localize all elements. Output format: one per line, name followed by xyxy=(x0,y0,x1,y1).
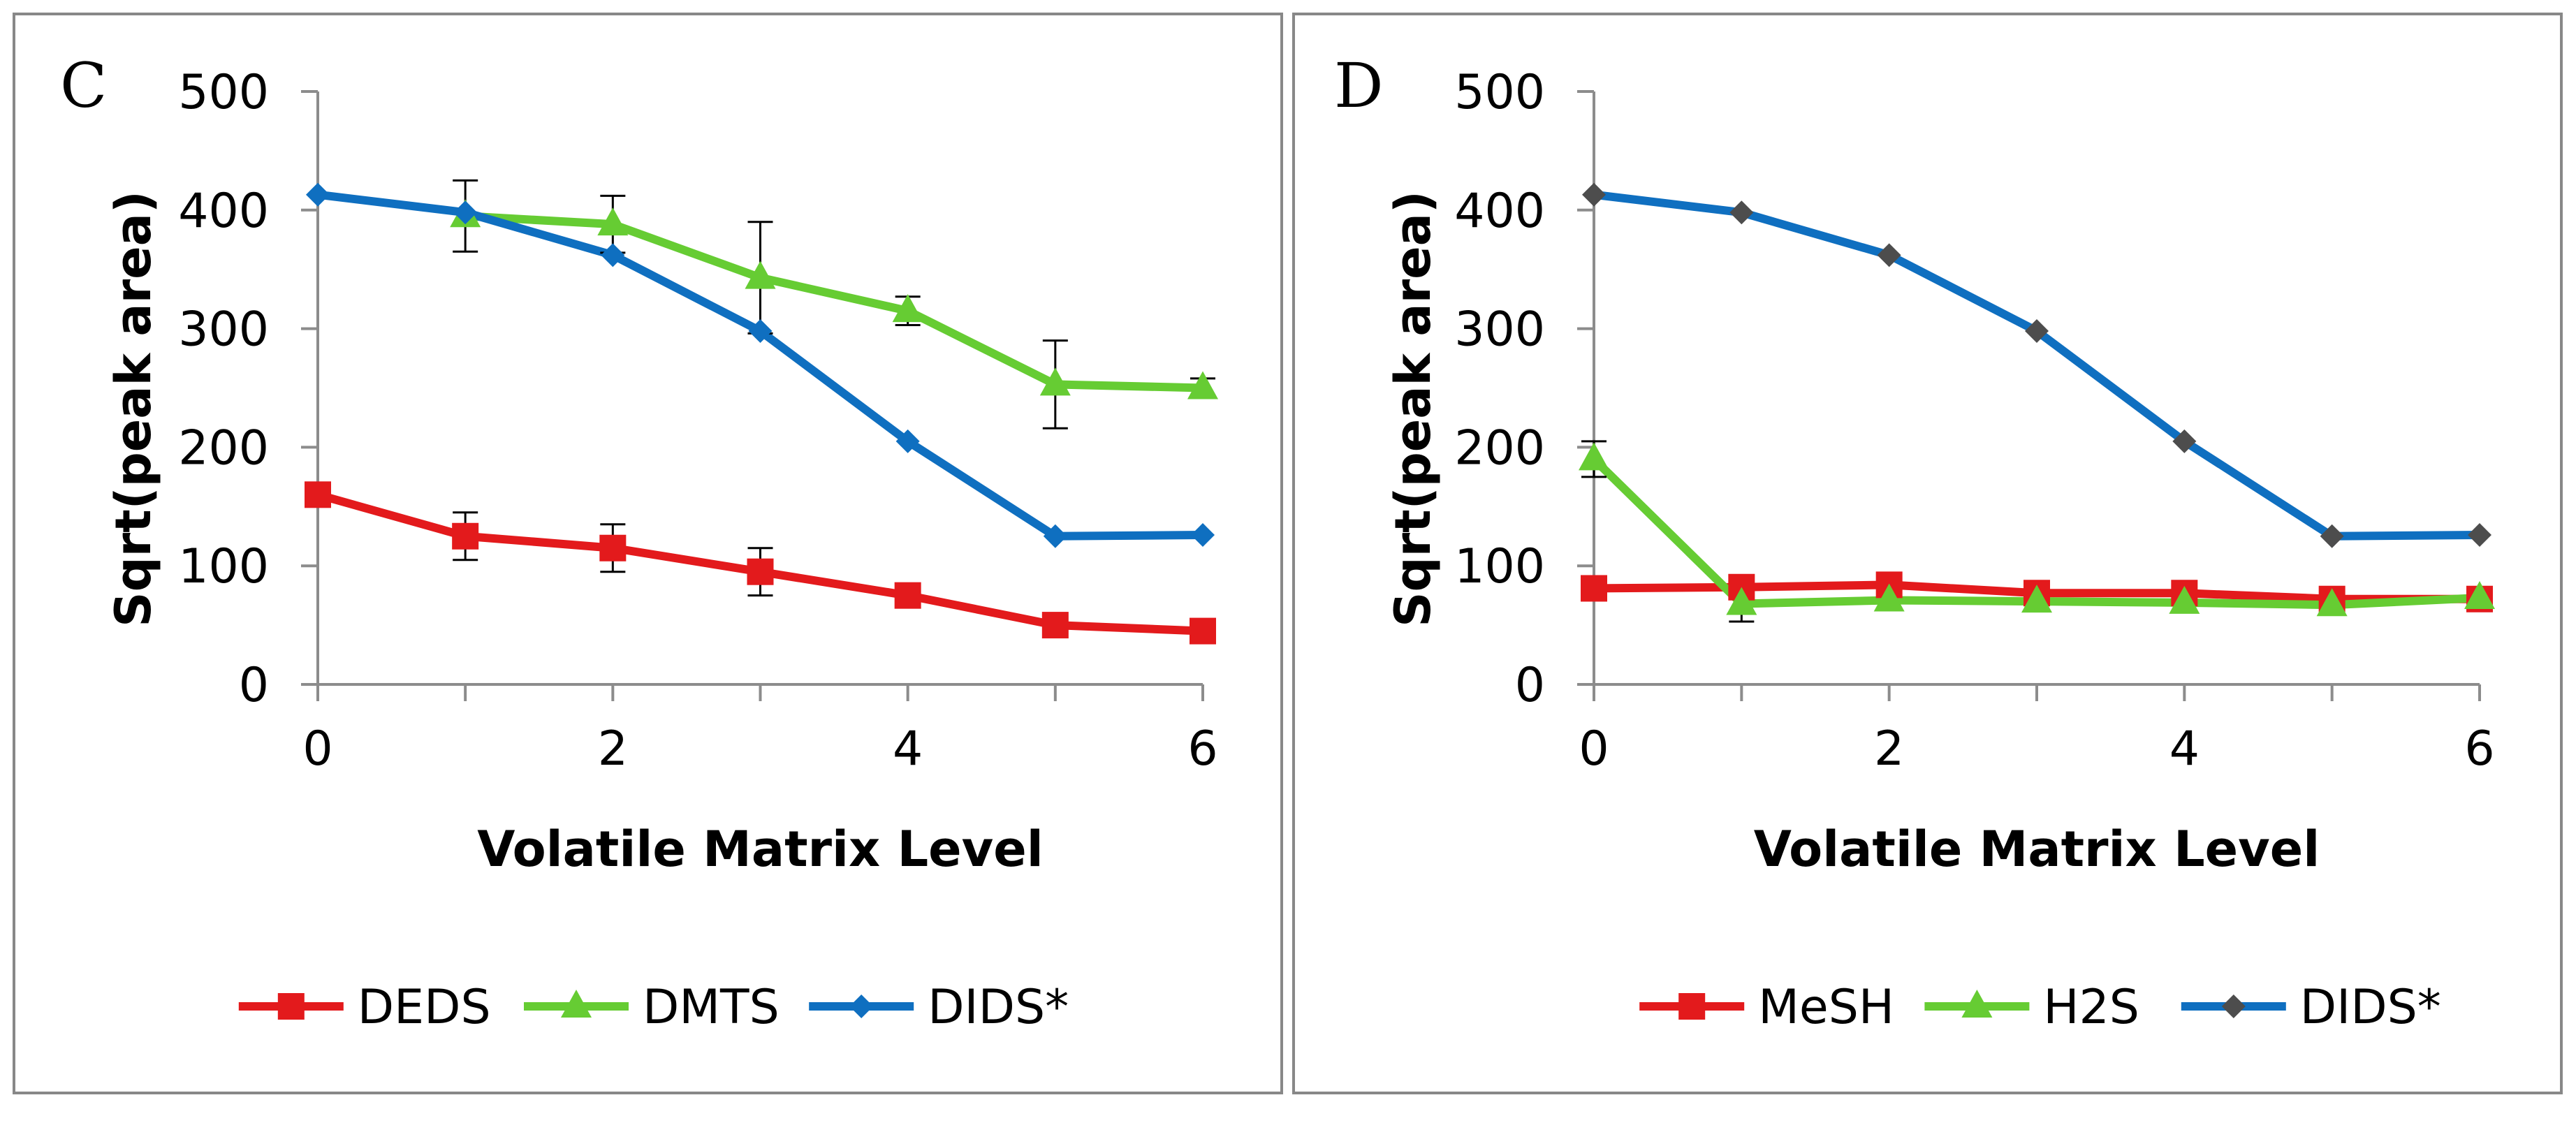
y-axis-title: Sqrt(peak area) xyxy=(105,191,162,627)
y-tick-label: 500 xyxy=(178,65,269,120)
chart-panel-d: D 0 100 200 300 400 500 0 2 4 6 Volatile Matrix Lev… xyxy=(1292,13,2563,1094)
data-point-dmts xyxy=(745,260,776,289)
y-axis-title: Sqrt(peak area) xyxy=(1384,191,1442,627)
legend: MeSH H2S DIDS* xyxy=(1639,980,2441,1035)
legend-label-dids: DIDS* xyxy=(2300,980,2441,1035)
data-point-dids xyxy=(748,318,773,343)
y-tick-label: 200 xyxy=(178,420,269,476)
data-point-h2s xyxy=(2021,585,2052,613)
panel-border xyxy=(1292,13,2563,1094)
y-tick-label: 100 xyxy=(1454,539,1545,594)
x-tick-label: 2 xyxy=(1874,721,1904,777)
data-point-h2s xyxy=(2316,588,2348,617)
data-point-deds xyxy=(452,522,479,550)
data-point-mesh xyxy=(1581,575,1607,602)
panel-border xyxy=(13,13,1283,1094)
data-point-h2s xyxy=(1579,442,1609,471)
data-point-dids xyxy=(601,243,625,267)
y-tick-label: 100 xyxy=(178,539,269,594)
legend-label-dids: DIDS* xyxy=(928,980,1069,1035)
y-tick-label: 300 xyxy=(1454,302,1545,358)
data-point-dids xyxy=(2320,524,2344,548)
legend-label-dmts: DMTS xyxy=(643,980,780,1035)
data-point-dids xyxy=(895,429,920,453)
x-tick-label: 2 xyxy=(598,721,628,777)
x-tick-label: 4 xyxy=(2169,721,2200,777)
legend-label-deds: DEDS xyxy=(358,980,491,1035)
data-point-deds xyxy=(747,558,774,585)
data-point-dids xyxy=(2172,429,2197,453)
legend-marker-mesh xyxy=(1678,993,1706,1020)
panel-letter: C xyxy=(60,50,107,122)
data-point-h2s xyxy=(1873,583,1905,612)
data-point-dids xyxy=(1043,524,1067,548)
x-tick-label: 6 xyxy=(1187,721,1217,777)
data-point-dids xyxy=(306,182,330,207)
data-point-dids xyxy=(453,200,478,225)
x-tick-label: 0 xyxy=(302,721,332,777)
data-point-dids xyxy=(1191,523,1215,548)
y-tick-label: 0 xyxy=(1515,658,1545,713)
series-line-dmts xyxy=(461,212,1207,392)
data-point-h2s xyxy=(2464,581,2495,610)
data-point-dids xyxy=(1729,200,1754,225)
data-point-dids xyxy=(1582,182,1606,207)
legend-marker-deds xyxy=(277,993,305,1020)
data-point-deds xyxy=(305,481,331,508)
series-line-dids xyxy=(1590,190,2484,541)
data-point-dmts xyxy=(1187,371,1218,399)
legend-marker-dids xyxy=(849,994,874,1018)
legend-marker-dids xyxy=(2221,994,2246,1018)
panel-letter: D xyxy=(1334,50,1384,122)
x-axis-title: Volatile Matrix Level xyxy=(477,821,1044,878)
y-tick-label: 300 xyxy=(178,302,269,358)
data-point-deds xyxy=(1041,612,1069,639)
data-point-deds xyxy=(599,534,627,562)
legend-marker-h2s xyxy=(1961,990,1993,1018)
x-tick-label: 6 xyxy=(2464,721,2494,777)
y-tick-label: 500 xyxy=(1454,65,1545,120)
data-point-deds xyxy=(894,582,921,609)
y-tick-label: 400 xyxy=(178,184,269,239)
x-tick-label: 4 xyxy=(893,721,923,777)
y-tick-label: 400 xyxy=(1454,184,1545,239)
legend-label-mesh: MeSH xyxy=(1758,980,1894,1035)
data-point-dmts xyxy=(892,294,923,323)
y-tick-label: 200 xyxy=(1454,420,1545,476)
y-tick-label: 0 xyxy=(239,658,269,713)
chart-panel-c: C 0 100 200 300 400 500 0 2 4 6 Volatile Matrix Lev… xyxy=(13,13,1283,1094)
x-axis-title: Volatile Matrix Level xyxy=(1754,821,2320,878)
data-point-dmts xyxy=(597,207,629,236)
x-tick-label: 0 xyxy=(1579,721,1609,777)
data-point-h2s xyxy=(2169,585,2200,614)
legend-label-h2s: H2S xyxy=(2043,980,2139,1035)
data-point-deds xyxy=(1190,617,1216,645)
data-point-h2s xyxy=(1726,587,1757,615)
legend: DEDS DMTS DIDS* xyxy=(238,980,1069,1035)
data-point-dids xyxy=(1877,243,1901,267)
data-point-dids xyxy=(2025,318,2049,343)
data-point-dmts xyxy=(1039,367,1071,396)
legend-marker-dmts xyxy=(561,990,592,1018)
data-point-dids xyxy=(2468,523,2491,548)
